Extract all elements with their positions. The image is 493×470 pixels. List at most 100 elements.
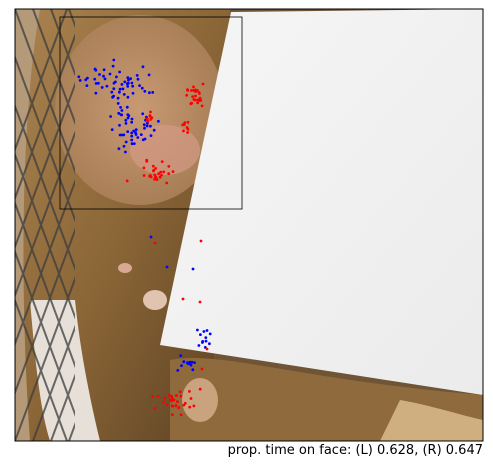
right-eye-point [170,399,173,403]
right-eye-point [179,394,183,398]
fence-wire [32,324,75,441]
right-eye-point [149,110,152,114]
left-eye-point [77,75,81,79]
left-eye-point [149,134,153,138]
fence-wire [15,249,75,417]
left-eye-point [127,114,131,118]
right-eye-point [171,170,175,174]
left-eye-point [86,76,89,80]
right-eye-point [160,173,163,177]
left-eye-point [149,235,153,239]
left-eye-point [122,144,126,148]
right-eye-point [177,406,181,410]
left-eye-point [140,86,144,90]
right-eye-point [198,387,202,391]
left-eye-point [199,333,202,336]
right-eye-point [160,160,164,164]
fence-wire [15,81,75,250]
right-eye-point [190,89,193,92]
left-eye-point [117,147,121,151]
right-eye-point [151,164,155,168]
right-eye-point [198,300,202,304]
left-eye-point [94,82,98,85]
right-eye-point [146,117,149,120]
left-eye-point [205,329,209,332]
right-eye-point [194,94,197,98]
left-eye-point [151,91,155,94]
left-eye-point [132,129,136,133]
left-eye-point [145,124,149,128]
right-eye-point [176,400,179,403]
left-eye-point [191,368,195,372]
white-card [160,9,483,395]
right-eye-point [159,170,163,174]
left-label: (L) [355,443,377,458]
caption-separator: , [414,443,423,458]
left-eye-point [131,84,135,88]
left-eye-point [180,364,183,367]
right-eye-point [181,123,185,127]
left-eye-point [121,87,125,91]
left-eye-point [120,109,124,112]
right-eye-point [205,347,209,351]
fence-wire [15,178,75,347]
left-eye-point [130,142,134,146]
right-eye-point [168,393,171,397]
left-eye-point [120,113,124,117]
left-eye-point [102,68,106,72]
right-eye-point [181,297,185,301]
left-eye-point [135,74,139,77]
left-eye-point [120,133,124,137]
right-eye-point [170,404,174,408]
left-eye-point [202,330,206,333]
left-eye-point [136,77,140,81]
left-eye-point [110,128,114,132]
left-eye-point [147,73,151,77]
proportion-caption: prop. time on face: (L) 0.628, (R) 0.647 [228,443,483,458]
right-eye-point [188,390,191,393]
left-eye-point [204,339,208,343]
left-eye-point [176,369,180,372]
left-eye-point [148,91,151,95]
right-eye-point [170,395,174,398]
right-eye-point [158,175,162,179]
left-eye-point [191,267,195,271]
left-eye-point [124,140,128,144]
left-eye-point [186,362,190,365]
left-eye-point [123,80,127,84]
right-eye-point [155,178,159,182]
right-eye-point [174,404,178,408]
left-eye-point [85,84,89,87]
left-eye-point [112,87,116,91]
left-eye-point [129,77,133,81]
right-eye-point [194,90,198,93]
left-eye-point [126,116,130,120]
right-eye-point [148,174,152,178]
left-eye-point [84,78,88,82]
left-eye-point [112,81,116,85]
right-eye-point [186,88,189,91]
left-eye-point [204,336,208,339]
left-eye-point [143,89,147,93]
left-eye-point [97,81,100,85]
right-eye-point [163,396,167,400]
right-eye-point [171,413,174,416]
fence-wire [15,297,68,441]
fence-wire [15,54,75,223]
right-eye-point [190,101,194,105]
fence-wire [15,9,75,174]
right-eye-point [162,170,166,174]
right-eye-point [201,82,205,86]
left-eye-point [102,74,105,78]
right-eye-point [186,131,190,134]
left-eye-point [124,118,128,122]
right-eye-point [175,394,178,397]
right-eye-point [192,85,195,89]
left-eye-point [122,93,126,96]
right-eye-point [167,172,171,176]
left-eye-point [118,123,121,127]
left-eye-point [134,133,138,136]
right-eye-point [156,394,160,398]
right-eye-point [186,120,190,124]
left-eye-point [120,83,124,86]
